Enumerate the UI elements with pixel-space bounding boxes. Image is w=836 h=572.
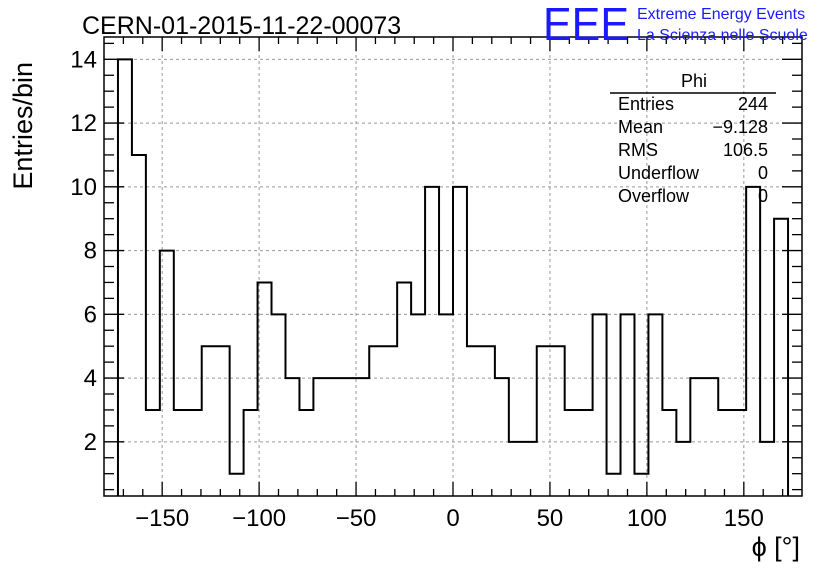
stats-value-overflow: 0 [758,186,768,206]
plot-frame [103,36,803,497]
stats-title: Phi [681,71,707,91]
x-tick-label: −150 [135,505,189,532]
x-tick-label: 0 [446,505,459,532]
stats-value-mean: −9.128 [712,117,768,137]
y-tick-label: 8 [84,238,97,265]
stats-value-entries: 244 [738,94,768,114]
stats-box: Phi Entries 244 Mean −9.128 RMS 106.5 Un… [610,71,776,206]
y-tick-label: 2 [84,429,97,456]
axis-ticks [104,37,802,496]
x-tick-label: −50 [336,505,377,532]
x-tick-label: −100 [232,505,286,532]
stats-label-entries: Entries [618,94,674,114]
y-tick-label: 10 [70,174,97,201]
x-tick-label: 150 [724,505,764,532]
x-tick-label: 100 [627,505,667,532]
y-tick-label: 4 [84,365,97,392]
stats-label-mean: Mean [618,117,663,137]
y-tick-labels: 2 4 6 8 10 12 14 [70,46,97,456]
x-tick-label: 50 [537,505,564,532]
histogram-line [116,58,790,496]
y-tick-label: 14 [70,46,97,73]
y-tick-label: 12 [70,110,97,137]
eee-logo: EEE [543,0,629,50]
y-axis-title: Entries/bin [8,62,38,190]
stats-label-underflow: Underflow [618,163,700,183]
logo-line-2: La Scienza nelle Scuole [637,27,808,44]
logo-line-1: Extreme Energy Events [637,6,805,23]
stats-value-rms: 106.5 [723,140,768,160]
y-tick-label: 6 [84,301,97,328]
stats-value-underflow: 0 [758,163,768,183]
x-axis-title: ϕ [°] [752,532,800,562]
x-tick-labels: −150 −100 −50 0 50 100 150 [135,505,764,532]
run-title: CERN-01-2015-11-22-00073 [82,12,401,40]
stats-label-rms: RMS [618,140,658,160]
stats-label-overflow: Overflow [618,186,690,206]
